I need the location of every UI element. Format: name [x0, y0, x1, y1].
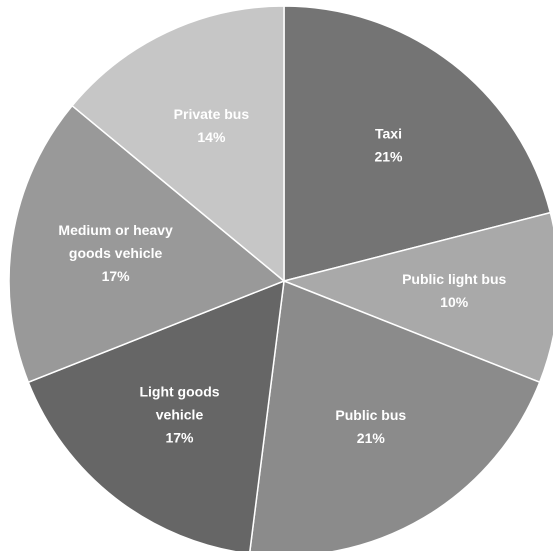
pie-labels: Taxi 21% Public light bus 10% Public bus 21% L… [58, 106, 506, 446]
slice-category-label: Private bus [174, 106, 250, 122]
slice-category-label: goods vehicle [69, 245, 163, 261]
slice-percent-label: 14% [197, 129, 226, 145]
slice-category-label: Medium or heavy [58, 222, 173, 238]
slice-category-label: vehicle [156, 406, 204, 422]
slice-percent-label: 21% [357, 430, 386, 446]
pie-slice [71, 5, 285, 283]
pie-slice [249, 279, 541, 551]
slice-percent-label: 10% [440, 294, 469, 310]
slice-category-label: Public bus [335, 407, 406, 423]
pie-slice [27, 279, 285, 551]
pie-slices [8, 5, 553, 551]
slice-category-label: Light goods [139, 383, 219, 399]
pie-slice [283, 5, 552, 282]
slice-category-label: Taxi [375, 126, 402, 142]
slice-category-label: Public light bus [402, 271, 506, 287]
pie-slice [8, 104, 286, 384]
slice-percent-label: 17% [102, 268, 131, 284]
slice-percent-label: 21% [374, 149, 403, 165]
slice-percent-label: 17% [165, 429, 194, 445]
